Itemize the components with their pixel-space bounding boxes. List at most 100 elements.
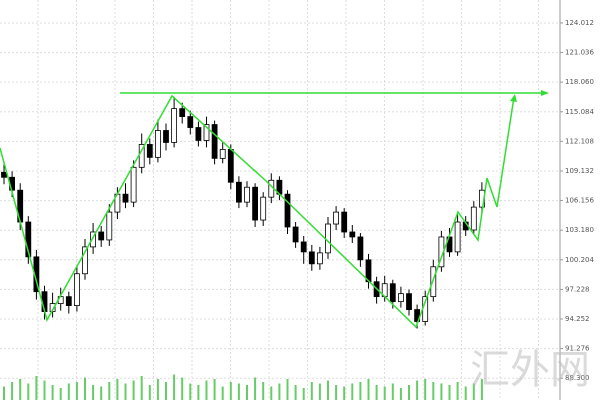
candle-body	[244, 186, 250, 203]
volume-bar	[181, 377, 184, 400]
volume-bar	[27, 383, 30, 400]
volume-bar	[294, 385, 297, 400]
y-tick-label: 88.300	[565, 374, 590, 382]
candle-body	[300, 241, 307, 253]
candle-body	[235, 181, 242, 203]
candle-body	[316, 252, 323, 265]
candle-body	[187, 116, 194, 128]
watermark: 汇外网	[470, 347, 590, 393]
volume-bar	[416, 380, 419, 400]
candle-body	[106, 211, 113, 241]
candle-body	[203, 124, 210, 141]
candle-body	[308, 251, 315, 265]
candle-body	[171, 108, 178, 143]
volume-bar	[448, 385, 451, 400]
volume-bar	[286, 379, 289, 400]
volume-bar	[229, 382, 232, 400]
candle-body	[65, 296, 72, 306]
volume-bar	[359, 382, 362, 400]
volume-bar	[399, 388, 402, 400]
volume-bar	[140, 376, 143, 400]
volume-bar	[124, 383, 127, 400]
candle-body	[163, 130, 169, 143]
volume-bar	[335, 385, 338, 400]
y-tick-label: 97.228	[565, 285, 590, 293]
candle-body	[130, 166, 137, 203]
volume-bar	[173, 374, 176, 400]
volume-bar	[19, 379, 22, 400]
grid	[0, 0, 560, 400]
candles	[1, 96, 485, 329]
volume-bar	[383, 386, 386, 400]
candle-body	[333, 211, 340, 225]
volume-bar	[35, 376, 38, 400]
candle-body	[195, 127, 202, 141]
candle-body	[1, 171, 7, 178]
volume-bar	[100, 386, 103, 400]
volume-bar	[464, 386, 467, 400]
volume-bar	[197, 385, 200, 400]
volume-bar	[156, 379, 159, 400]
volume-bar	[11, 382, 14, 400]
candle-body	[470, 206, 477, 231]
annotations	[0, 90, 549, 329]
candle-body	[82, 246, 88, 275]
candle-body	[122, 193, 129, 203]
volume-bar	[67, 383, 70, 400]
volume-bar	[43, 380, 46, 400]
y-tick-label: 124.012	[565, 19, 594, 27]
y-tick-label: 91.276	[565, 345, 590, 353]
candle-body	[211, 124, 218, 159]
volume-bar	[302, 388, 305, 400]
candle-body	[349, 231, 356, 238]
volume-bar	[351, 383, 354, 400]
volume-bar	[237, 383, 240, 400]
volume-bar	[84, 377, 86, 400]
candle-body	[74, 273, 80, 306]
volume-bar	[148, 385, 151, 400]
candle-body	[252, 186, 259, 221]
volume-bar	[165, 382, 167, 400]
candle-body	[49, 303, 56, 312]
volume-bar	[75, 382, 78, 400]
candle-body	[219, 149, 226, 159]
volume-panel	[3, 374, 483, 400]
y-tick-label: 118.060	[565, 78, 594, 86]
zigzag-line	[0, 94, 515, 329]
candle-body	[357, 236, 364, 261]
y-tick-label: 112.108	[565, 137, 594, 145]
volume-bar	[92, 385, 95, 400]
volume-bar	[408, 385, 410, 400]
y-tick-label: 103.180	[565, 226, 594, 234]
volume-bar	[254, 377, 257, 400]
volume-bar	[327, 380, 329, 400]
y-tick-label: 106.156	[565, 197, 594, 205]
y-tick-label: 100.204	[565, 256, 594, 264]
candle-body	[227, 149, 234, 183]
candle-body	[389, 283, 396, 303]
volume-bar	[472, 383, 475, 400]
volume-bar	[456, 382, 459, 400]
y-tick-label: 94.252	[565, 315, 590, 323]
volume-bar	[246, 385, 248, 400]
candle-body	[406, 293, 412, 310]
volume-bar	[424, 379, 427, 400]
candle-body	[397, 293, 404, 303]
candle-body	[154, 130, 161, 158]
volume-bar	[221, 386, 224, 400]
volume-bar	[391, 383, 394, 400]
candle-body	[341, 211, 348, 233]
volume-bar	[480, 379, 483, 400]
arrow-head	[541, 90, 549, 96]
volume-bar	[213, 379, 216, 400]
volume-bar	[310, 382, 313, 400]
candle-body	[25, 221, 32, 258]
arrow-head	[510, 94, 517, 102]
volume-bar	[318, 383, 321, 400]
candle-body	[454, 221, 461, 253]
volume-bar	[440, 383, 443, 400]
volume-bar	[189, 383, 192, 400]
candle-body	[179, 108, 186, 117]
candle-body	[146, 144, 153, 158]
